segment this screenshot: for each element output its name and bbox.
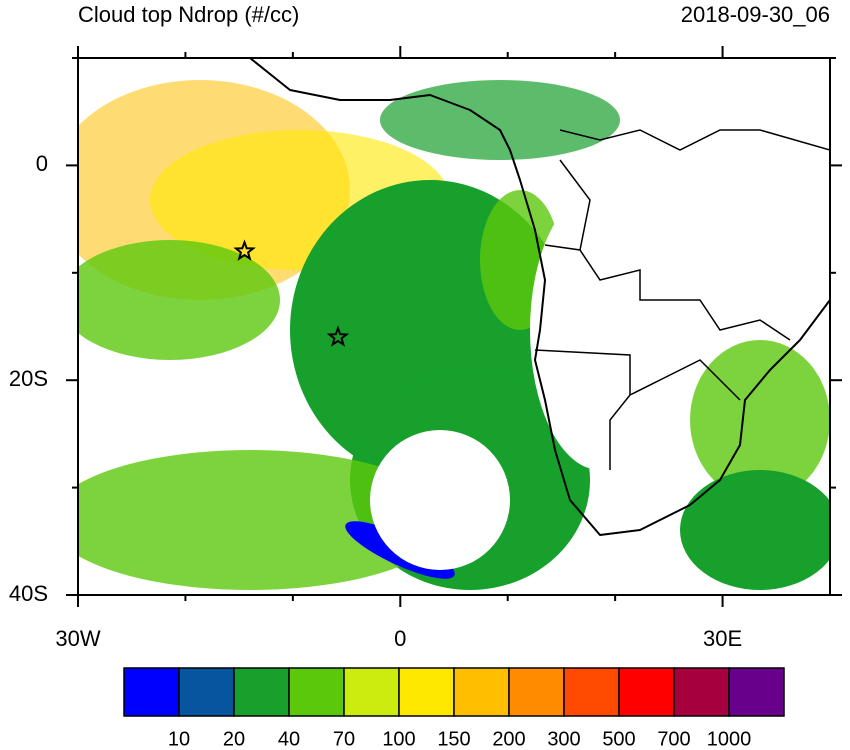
colorbar-box [233, 667, 290, 717]
colorbar-label: 100 [382, 728, 415, 750]
colorbar-label: 300 [547, 728, 580, 750]
colorbar-box [398, 667, 455, 717]
coastline [249, 58, 830, 536]
colorbar-label: 70 [333, 728, 355, 750]
colorbar-label: 40 [278, 728, 300, 750]
colorbar-label: 200 [492, 728, 525, 750]
colorbar-box [178, 667, 235, 717]
border [534, 129, 830, 470]
colorbar-label: 500 [602, 728, 635, 750]
x-tick-label: 30W [55, 626, 100, 651]
colorbar-box [288, 667, 345, 717]
clear-sky [530, 190, 670, 470]
cloud-field [78, 240, 280, 360]
colorbar-box [728, 667, 785, 717]
colorbar-box [343, 667, 400, 717]
colorbar-label: 1000 [707, 728, 752, 750]
cloud-field [78, 450, 450, 590]
site-marker [233, 239, 256, 261]
colorbar-label: 150 [437, 728, 470, 750]
colorbar-label: 10 [168, 728, 190, 750]
y-tick-label: 20S [9, 366, 48, 391]
colorbar-label: 700 [657, 728, 690, 750]
map-field [78, 58, 830, 595]
colorbar-box [618, 667, 675, 717]
title: Cloud top Ndrop (#/cc) [78, 2, 299, 27]
cloud-field [680, 470, 830, 590]
colorbar-box [453, 667, 510, 717]
site-marker [326, 325, 350, 347]
clear-sky [370, 430, 510, 570]
x-tick-label: 0 [394, 626, 406, 651]
colorbar-box [673, 667, 730, 717]
colorbar-box [123, 667, 180, 717]
colorbar-box [563, 667, 620, 717]
cloud-field [380, 80, 620, 160]
colorbar-box [508, 667, 565, 717]
cloud-field [690, 340, 830, 500]
y-tick-label: 40S [9, 581, 48, 606]
plot-frame [77, 57, 831, 596]
x-tick-label: 30E [703, 626, 742, 651]
y-tick-label: 0 [36, 151, 48, 176]
date: 2018-09-30_06 [681, 2, 830, 27]
colorbar-label: 20 [223, 728, 245, 750]
